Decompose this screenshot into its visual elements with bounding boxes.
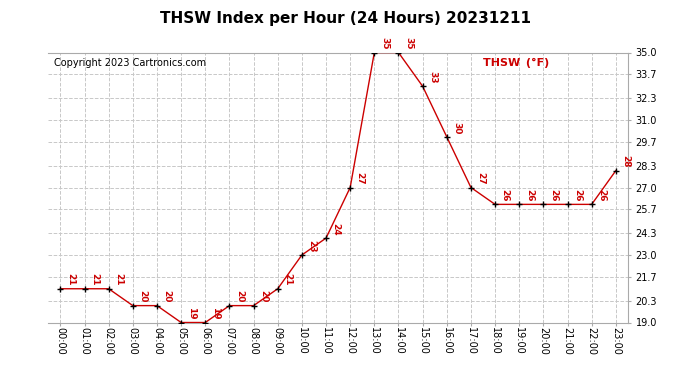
Text: 20: 20 xyxy=(163,291,172,303)
Text: 27: 27 xyxy=(356,172,365,185)
Text: 26: 26 xyxy=(573,189,582,202)
Text: 26: 26 xyxy=(598,189,607,202)
Text: 23: 23 xyxy=(308,240,317,252)
Text: 35: 35 xyxy=(404,37,413,50)
Text: 24: 24 xyxy=(332,223,341,236)
Text: 30: 30 xyxy=(453,122,462,134)
Text: 26: 26 xyxy=(549,189,558,202)
Text: THSW Index per Hour (24 Hours) 20231211: THSW Index per Hour (24 Hours) 20231211 xyxy=(159,11,531,26)
Text: 27: 27 xyxy=(477,172,486,185)
Text: 26: 26 xyxy=(501,189,510,202)
Text: 19: 19 xyxy=(211,307,220,320)
Text: 21: 21 xyxy=(90,273,99,286)
Text: 21: 21 xyxy=(115,273,124,286)
Text: 28: 28 xyxy=(622,155,631,168)
Text: THSW (°F): THSW (°F) xyxy=(483,58,549,68)
Text: 21: 21 xyxy=(284,273,293,286)
Text: 35: 35 xyxy=(380,37,389,50)
Text: 33: 33 xyxy=(428,71,437,84)
Text: 20: 20 xyxy=(139,291,148,303)
Text: 20: 20 xyxy=(259,291,268,303)
Text: 26: 26 xyxy=(525,189,534,202)
Text: 19: 19 xyxy=(187,307,196,320)
Text: Copyright 2023 Cartronics.com: Copyright 2023 Cartronics.com xyxy=(54,58,206,68)
Text: 21: 21 xyxy=(66,273,75,286)
Text: 20: 20 xyxy=(235,291,244,303)
